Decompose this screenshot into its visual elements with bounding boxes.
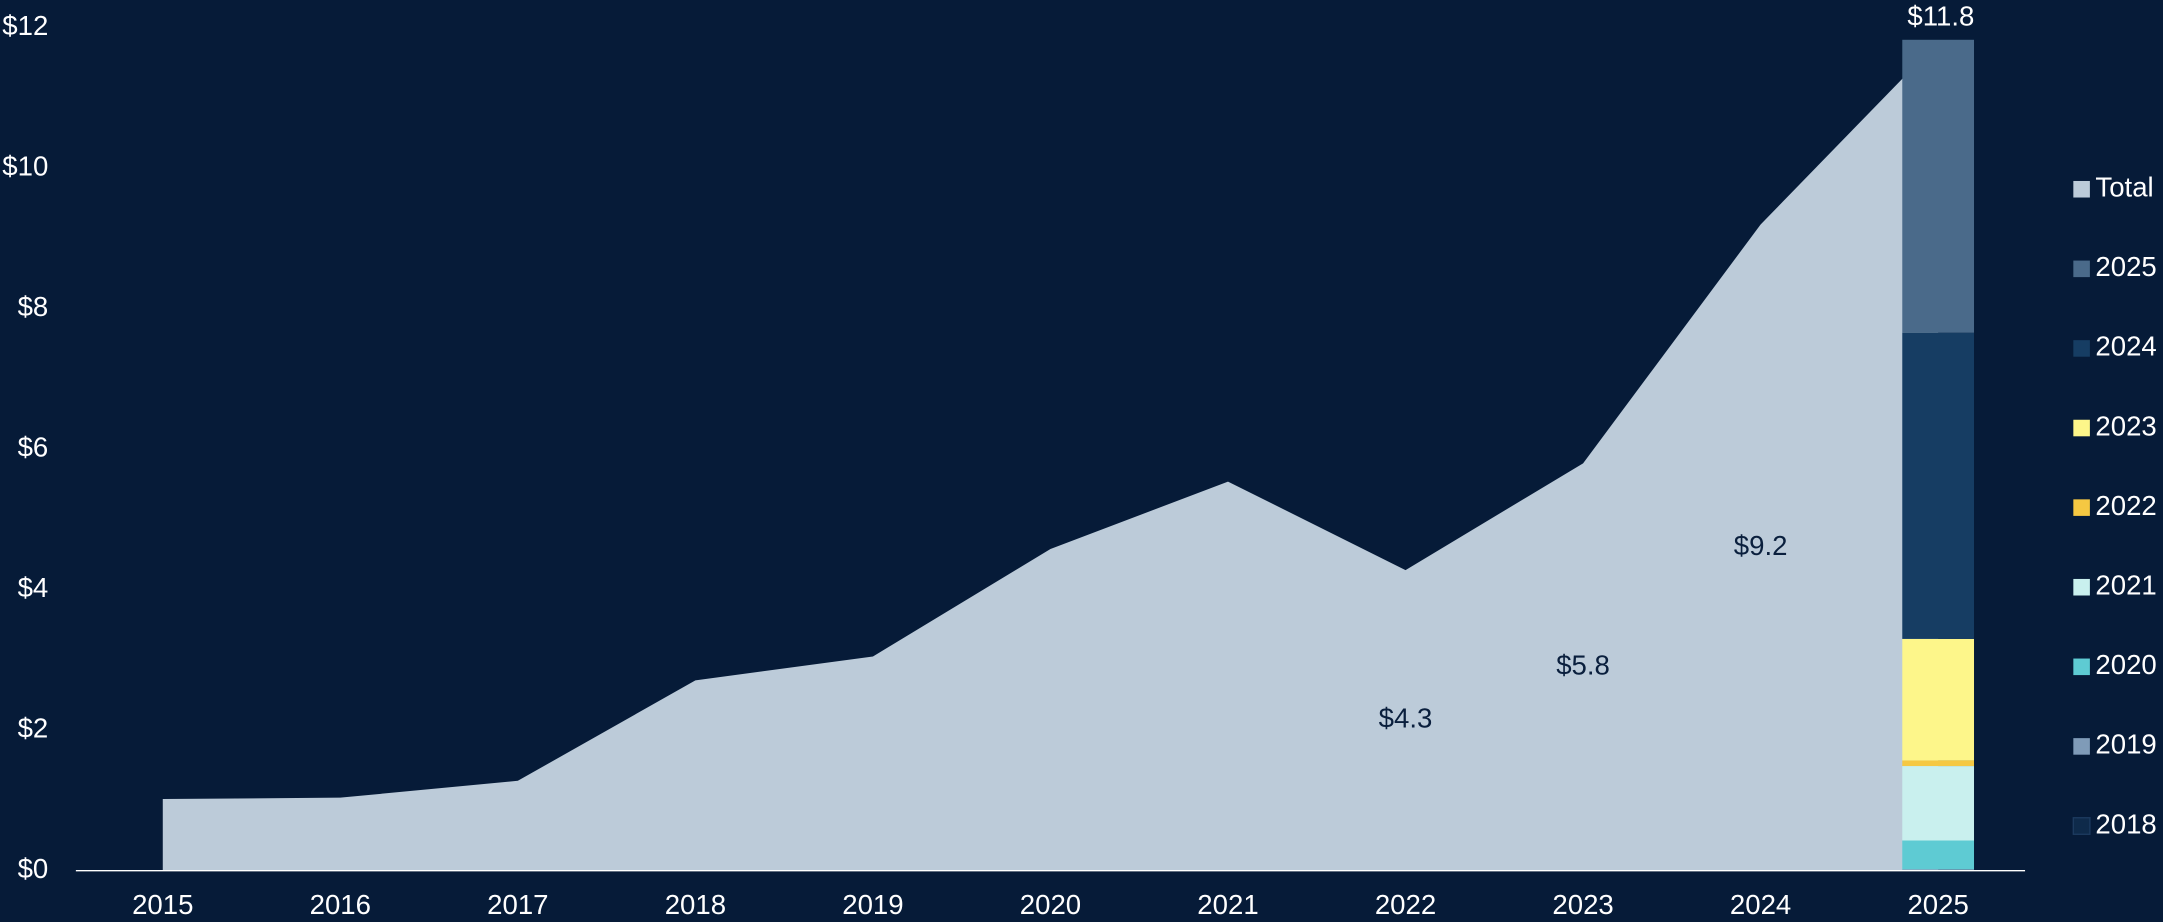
legend-label: 2025 — [2095, 251, 2156, 282]
legend-swatch — [2073, 180, 2090, 198]
y-tick-label: $12 — [2, 10, 48, 41]
legend-swatch — [2073, 419, 2090, 437]
legend-label: 2022 — [2095, 490, 2156, 521]
legend-label: 2018 — [2095, 808, 2156, 839]
x-tick-label: 2015 — [132, 889, 193, 920]
area — [162, 41, 1939, 871]
x-tick-label: 2024 — [1730, 889, 1791, 920]
legend-swatch — [2072, 817, 2091, 835]
data-label: $5.8 — [1556, 649, 1610, 680]
bar-segment — [1902, 766, 1975, 841]
y-tick-label: $6 — [18, 432, 49, 463]
x-tick-label: 2016 — [310, 889, 371, 920]
x-tick-label: 2025 — [1907, 889, 1968, 920]
y-tick-label: $10 — [2, 151, 48, 182]
x-tick-label: 2021 — [1197, 889, 1258, 920]
y-tick-label: $8 — [18, 291, 49, 322]
y-tick-label: $0 — [18, 853, 49, 884]
y-tick-label: $2 — [18, 713, 49, 744]
bar-segment — [1902, 638, 1975, 761]
x-tick-label: 2019 — [842, 889, 903, 920]
data-label: $11.8 — [1907, 1, 1974, 32]
bar-segment — [1902, 840, 1975, 870]
legend-swatch — [2073, 340, 2090, 357]
legend-swatch — [2073, 499, 2090, 516]
legend-swatch — [2073, 578, 2090, 596]
data-label: $4.3 — [1379, 703, 1433, 734]
bar-segment — [1902, 332, 1975, 639]
legend-label: 2020 — [2095, 649, 2156, 680]
legend-label: Total — [2095, 172, 2153, 203]
bar-segment — [1902, 760, 1975, 767]
y-tick-label: $4 — [18, 572, 49, 603]
legend-swatch — [2073, 738, 2090, 755]
legend-label: 2019 — [2095, 729, 2156, 760]
x-tick-label: 2020 — [1020, 889, 1081, 920]
legend-swatch — [2073, 658, 2090, 676]
x-tick-label: 2017 — [487, 889, 548, 920]
legend-label: 2023 — [2095, 410, 2156, 441]
data-label: $9.2 — [1734, 530, 1788, 561]
x-tick-label: 2023 — [1552, 889, 1613, 920]
legend-label: 2024 — [2095, 331, 2156, 362]
legend-swatch — [2073, 260, 2090, 278]
bar-segment — [1902, 39, 1975, 333]
bar-segment — [1902, 869, 1975, 870]
x-tick-label: 2018 — [665, 889, 726, 920]
legend-label: 2021 — [2095, 570, 2156, 601]
x-tick-label: 2022 — [1375, 889, 1436, 920]
